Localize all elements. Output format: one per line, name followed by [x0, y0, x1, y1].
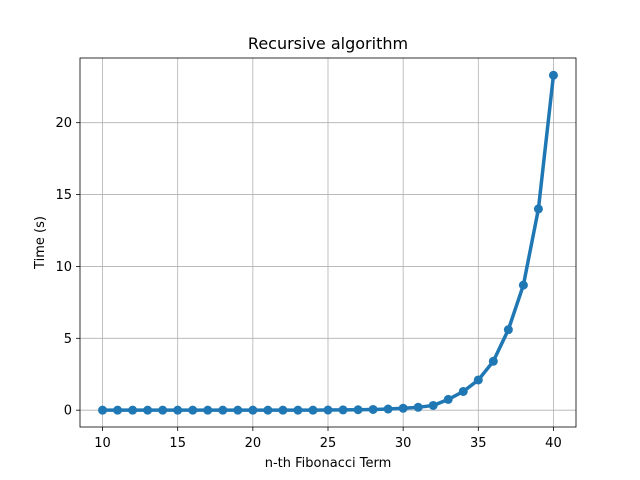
- data-point: [158, 405, 168, 415]
- data-point: [338, 405, 348, 415]
- data-point: [428, 400, 438, 410]
- chart-title: Recursive algorithm: [248, 34, 408, 53]
- data-point: [173, 405, 183, 415]
- data-point: [518, 280, 528, 290]
- x-tick-label: 40: [545, 436, 562, 451]
- data-point: [323, 405, 333, 415]
- ticks: 10 15 20 25 30 35 40 0 5 10 15 20: [55, 116, 561, 451]
- data-point: [368, 404, 378, 414]
- data-point: [128, 405, 138, 415]
- x-tick-label: 30: [395, 436, 412, 451]
- x-tick-label: 10: [94, 436, 111, 451]
- data-point: [248, 405, 258, 415]
- data-point: [233, 405, 243, 415]
- data-point: [98, 405, 108, 415]
- series-layer: [98, 70, 558, 415]
- data-point: [533, 204, 543, 214]
- x-tick-label: 25: [320, 436, 337, 451]
- data-point: [113, 405, 123, 415]
- y-tick-label: 5: [64, 332, 72, 347]
- y-tick-label: 10: [55, 260, 72, 275]
- data-point: [203, 405, 213, 415]
- data-point: [413, 402, 423, 412]
- x-tick-label: 20: [245, 436, 262, 451]
- data-point: [278, 405, 288, 415]
- x-tick-label: 15: [169, 436, 186, 451]
- y-tick-label: 20: [55, 116, 72, 131]
- data-point: [458, 386, 468, 396]
- data-point: [353, 405, 363, 415]
- data-point: [188, 405, 198, 415]
- data-point: [383, 404, 393, 414]
- data-point: [473, 375, 483, 385]
- data-point: [488, 356, 498, 366]
- data-point: [548, 70, 558, 80]
- data-point: [398, 403, 408, 413]
- data-point: [293, 405, 303, 415]
- data-point: [263, 405, 273, 415]
- data-point: [503, 325, 513, 335]
- data-point: [143, 405, 153, 415]
- data-point: [308, 405, 318, 415]
- data-point: [443, 394, 453, 404]
- y-axis-label: Time (s): [33, 216, 48, 270]
- x-axis-label: n-th Fibonacci Term: [265, 456, 392, 471]
- grid: [80, 58, 576, 427]
- data-point: [218, 405, 228, 415]
- y-tick-label: 15: [55, 188, 72, 203]
- y-tick-label: 0: [64, 404, 72, 419]
- x-tick-label: 35: [470, 436, 487, 451]
